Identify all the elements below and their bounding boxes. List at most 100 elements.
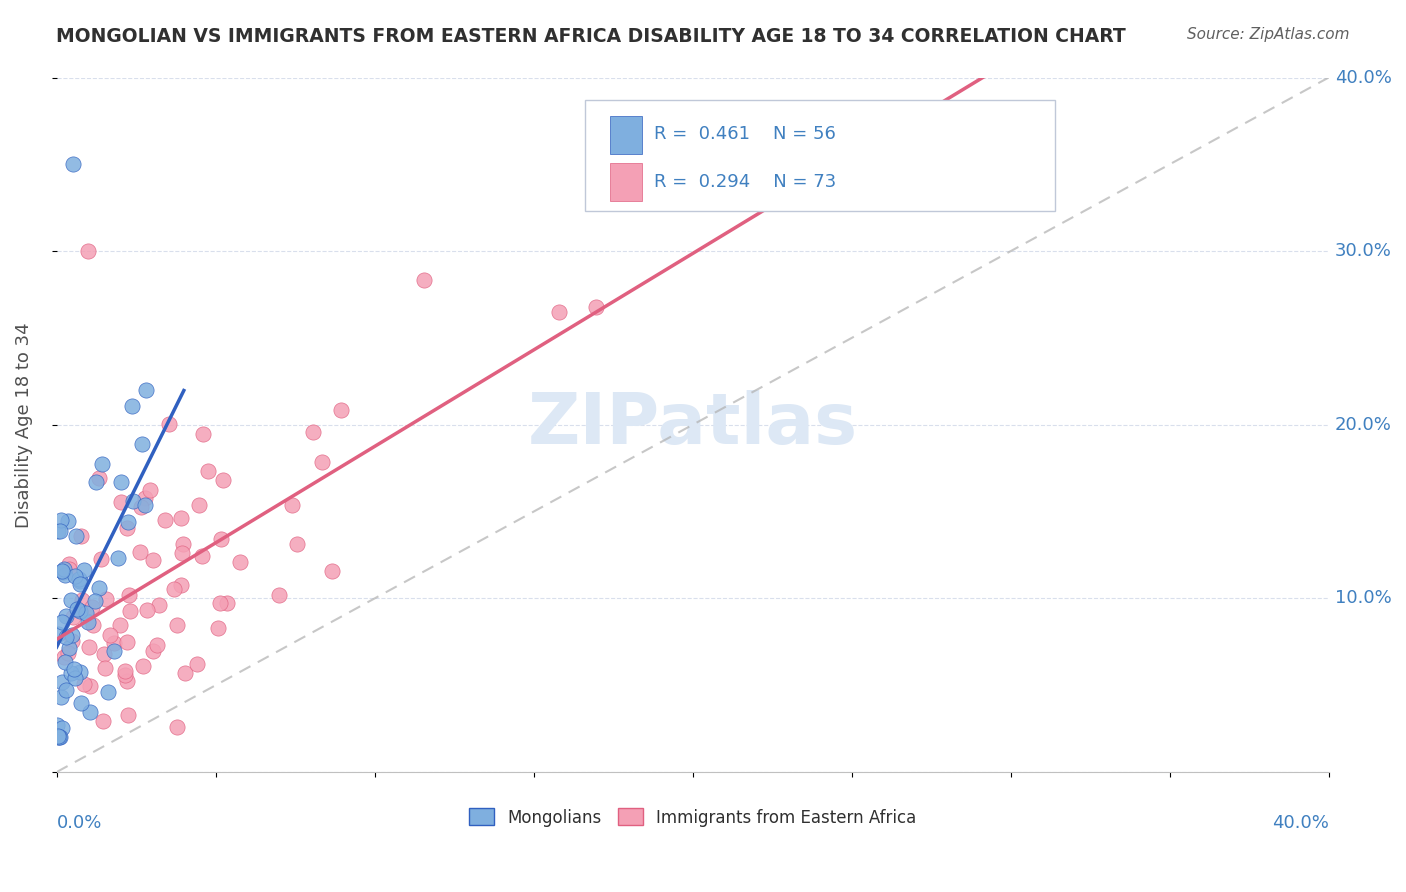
Point <box>69 696 91 710</box>
Point <box>87 581 110 595</box>
Text: R =  0.461    N = 56: R = 0.461 N = 56 <box>654 126 837 144</box>
Point <box>186 657 208 672</box>
Point <box>207 621 229 635</box>
Point <box>63 671 86 685</box>
Point <box>73 676 96 690</box>
Point <box>211 473 233 487</box>
Point <box>166 618 188 632</box>
Point <box>51 721 73 735</box>
Point <box>146 638 169 652</box>
Point <box>114 668 136 682</box>
Point <box>229 555 252 569</box>
Point <box>110 494 132 508</box>
Point <box>118 604 141 618</box>
Point <box>65 569 87 583</box>
Text: R = 0.461    N = 56: R = 0.461 N = 56 <box>711 148 887 167</box>
Point <box>70 592 93 607</box>
Point <box>63 662 86 676</box>
Point <box>97 685 120 699</box>
Point <box>117 516 139 530</box>
Point <box>46 729 69 743</box>
Text: MONGOLIAN VS IMMIGRANTS FROM EASTERN AFRICA DISABILITY AGE 18 TO 34 CORRELATION : MONGOLIAN VS IMMIGRANTS FROM EASTERN AFR… <box>56 27 1126 45</box>
Point <box>548 304 571 318</box>
Point <box>166 720 188 734</box>
Point <box>82 600 104 615</box>
Point <box>114 664 136 678</box>
Point <box>135 384 157 398</box>
Point <box>321 565 343 579</box>
Point <box>96 592 118 607</box>
Point <box>82 618 104 632</box>
Point <box>142 643 165 657</box>
Point <box>77 244 100 259</box>
Point <box>53 649 76 664</box>
Point <box>122 494 145 508</box>
Text: R =  0.294    N = 73: R = 0.294 N = 73 <box>654 173 837 192</box>
Point <box>139 483 162 498</box>
Point <box>53 655 76 669</box>
Point <box>75 606 97 620</box>
Point <box>157 417 180 431</box>
Point <box>134 491 156 505</box>
Point <box>311 455 333 469</box>
Point <box>197 464 219 478</box>
Text: 30.0%: 30.0% <box>1336 242 1392 260</box>
Point <box>269 588 291 602</box>
Legend: Mongolians, Immigrants from Eastern Africa: Mongolians, Immigrants from Eastern Afri… <box>463 802 924 833</box>
Y-axis label: Disability Age 18 to 34: Disability Age 18 to 34 <box>15 322 32 527</box>
Point <box>91 714 114 728</box>
Point <box>115 520 138 534</box>
Point <box>103 636 125 650</box>
Point <box>58 640 80 655</box>
Point <box>118 588 141 602</box>
Text: 0.0%: 0.0% <box>56 814 103 831</box>
Point <box>136 603 159 617</box>
Point <box>148 599 170 613</box>
Point <box>89 471 111 485</box>
Text: 10.0%: 10.0% <box>1336 590 1392 607</box>
Point <box>153 513 176 527</box>
Point <box>193 427 215 442</box>
Point <box>55 568 77 582</box>
Point <box>208 596 231 610</box>
Text: Source: ZipAtlas.com: Source: ZipAtlas.com <box>1187 27 1350 42</box>
Text: 20.0%: 20.0% <box>1336 416 1392 434</box>
Text: 40.0%: 40.0% <box>1272 814 1329 831</box>
Point <box>66 601 89 615</box>
Point <box>103 643 125 657</box>
Point <box>69 572 91 586</box>
Point <box>115 673 138 688</box>
Point <box>48 731 70 745</box>
Point <box>79 680 101 694</box>
Point <box>117 708 139 723</box>
Point <box>585 300 607 314</box>
Point <box>93 647 115 661</box>
Point <box>69 577 91 591</box>
Point <box>51 615 73 630</box>
Bar <box>610 163 641 202</box>
Point <box>163 582 186 596</box>
Point <box>412 273 434 287</box>
Point <box>121 399 143 413</box>
Point <box>110 475 132 489</box>
Point <box>69 604 91 618</box>
Point <box>280 498 302 512</box>
Point <box>51 564 73 578</box>
Point <box>73 563 96 577</box>
Point <box>59 666 82 681</box>
Text: 40.0%: 40.0% <box>1336 69 1392 87</box>
Point <box>55 608 77 623</box>
Point <box>49 690 72 704</box>
Point <box>131 437 153 451</box>
Point <box>46 731 69 745</box>
Point <box>170 511 193 525</box>
Point <box>172 546 194 560</box>
Point <box>107 550 129 565</box>
Point <box>90 551 112 566</box>
Point <box>79 705 101 719</box>
Point <box>62 610 84 624</box>
Text: ZIPatlas: ZIPatlas <box>527 391 858 459</box>
Point <box>209 533 232 547</box>
Point <box>287 537 309 551</box>
Point <box>70 528 93 542</box>
